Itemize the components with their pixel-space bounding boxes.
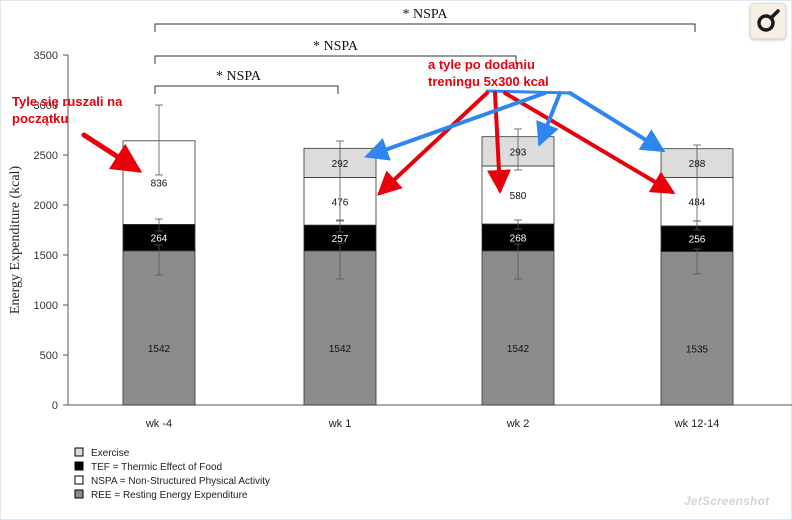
legend-entry: Exercise (74, 447, 130, 459)
blue-annotation-arrow (364, 91, 547, 161)
pen-tool-icon[interactable] (750, 3, 786, 39)
red-annotation-arrow (81, 132, 143, 173)
bar-segment (660, 251, 734, 406)
legend-swatch (74, 489, 84, 499)
y-axis-label: Energy Expenditure (kcal) (8, 166, 23, 315)
bar-value-label: 1535 (686, 344, 709, 355)
start-note-line-1: Tyle się ruszali na (12, 94, 123, 109)
legend-swatch (74, 475, 84, 485)
after-note-line-2: treningu 5x300 kcal (428, 74, 549, 89)
y-tick-label: 1000 (34, 300, 58, 312)
arrow-origin-bar (485, 89, 572, 95)
significance-bracket: * NSPA (154, 69, 339, 94)
start-note-line-2: początku (12, 111, 68, 126)
bar-value-label: 1542 (329, 344, 352, 355)
error-bar (514, 219, 522, 230)
legend-label: Exercise (91, 448, 130, 459)
error-bar (693, 248, 701, 275)
y-tick-label: 1500 (34, 250, 58, 262)
after-note-line-1: a tyle po dodaniu (428, 57, 535, 72)
bar-value-label: 836 (151, 179, 168, 190)
error-bar (514, 243, 522, 280)
pen-tool-icon-glyph (757, 9, 780, 32)
legend-entry: REE = Resting Energy Expenditure (74, 489, 248, 501)
red-annotation-arrow (503, 91, 676, 195)
legend-label: TEF = Thermic Effect of Food (91, 462, 222, 473)
bar-value-label: 1542 (148, 344, 171, 355)
x-tick-label: wk 1 (328, 418, 352, 430)
legend-label: NSPA = Non-Structured Physical Activity (91, 476, 270, 487)
x-tick-label: wk -4 (145, 418, 172, 430)
blue-annotation-arrow (536, 91, 562, 147)
y-tick-label: 3500 (34, 50, 58, 62)
y-tick-label: 0 (52, 400, 58, 412)
y-tick-label: 500 (40, 350, 58, 362)
bar-value-label: 264 (151, 234, 168, 245)
legend-entry: NSPA = Non-Structured Physical Activity (74, 475, 270, 487)
error-bar (155, 104, 163, 176)
bar-value-label: 580 (510, 191, 527, 202)
x-tick-label: wk 12-14 (674, 418, 720, 430)
bar-value-label: 257 (332, 234, 349, 245)
legend-label: REE = Resting Energy Expenditure (91, 490, 248, 501)
significance-label: * NSPA (402, 7, 448, 22)
significance-label: * NSPA (216, 69, 262, 84)
error-bar (336, 140, 344, 222)
bar-value-label: 256 (689, 235, 706, 246)
error-bar (514, 128, 522, 171)
blue-annotation-arrow (568, 91, 666, 153)
bar-value-label: 1542 (507, 344, 530, 355)
bar-segment (122, 250, 196, 406)
significance-bracket: * NSPA (154, 39, 517, 64)
legend-entry: TEF = Thermic Effect of Food (74, 461, 222, 473)
bar-value-label: 268 (510, 233, 527, 244)
red-annotation-arrow (377, 91, 489, 196)
error-bar (155, 244, 163, 276)
significance-label: * NSPA (313, 39, 359, 54)
error-bar (155, 218, 163, 232)
y-tick-label: 3000 (34, 100, 58, 112)
error-bar (693, 144, 701, 222)
legend-swatch (74, 447, 84, 457)
y-tick-label: 2000 (34, 200, 58, 212)
significance-bracket: * NSPA (154, 7, 696, 32)
watermark-text: JetScreenshot (684, 494, 770, 508)
x-tick-label: wk 2 (506, 418, 530, 430)
y-tick-label: 2500 (34, 150, 58, 162)
legend-swatch (74, 461, 84, 471)
error-bar (336, 242, 344, 280)
